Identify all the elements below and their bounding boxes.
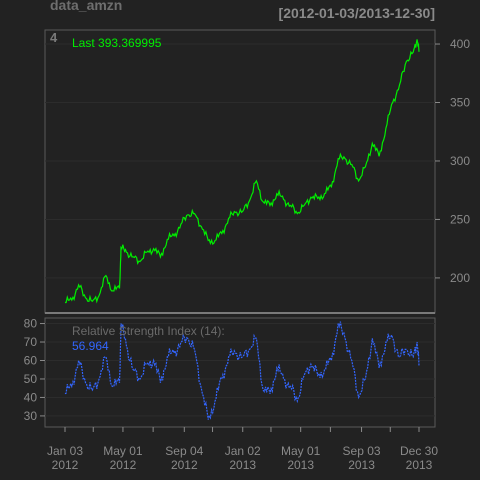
rsi-axis-tick-label: 70	[24, 335, 38, 349]
x-axis-tick-year: 2013	[287, 458, 314, 472]
x-axis-tick-label: Dec 30	[400, 444, 438, 458]
rsi-panel-border	[44, 317, 436, 428]
price-line	[65, 39, 420, 304]
x-axis-tick-year: 2012	[171, 458, 198, 472]
price-axis-tick-label: 400	[450, 37, 470, 51]
price-axis-tick-label: 200	[450, 271, 470, 285]
rsi-axis-tick-label: 30	[24, 409, 38, 423]
rsi-line	[64, 321, 420, 420]
rsi-legend-value: 56.964	[72, 339, 109, 353]
price-legend: Last 393.369995	[72, 36, 162, 50]
x-axis-tick-year: 2013	[229, 458, 256, 472]
price-axis-tick-label: 350	[450, 96, 470, 110]
x-axis-tick-year: 2012	[110, 458, 137, 472]
rsi-axis-tick-label: 60	[24, 353, 38, 367]
x-axis-tick-label: Jan 02	[225, 444, 261, 458]
rsi-legend-label: Relative Strength Index (14):	[72, 324, 225, 338]
x-axis-tick-label: May 01	[103, 444, 143, 458]
price-axis-tick-label: 300	[450, 154, 470, 168]
x-axis-tick-label: Jan 03	[47, 444, 83, 458]
x-axis-tick-label: Sep 04	[165, 444, 203, 458]
price-axis-tick-label: 250	[450, 212, 470, 226]
rsi-axis-tick-label: 40	[24, 390, 38, 404]
x-axis-tick-year: 2013	[406, 458, 433, 472]
x-axis-tick-year: 2013	[348, 458, 375, 472]
x-axis-tick-label: May 01	[281, 444, 321, 458]
rsi-axis-tick-label: 80	[24, 317, 38, 331]
chart-title-date-range: [2012-01-03/2013-12-30]	[278, 5, 435, 21]
chart-title-symbol: data_amzn	[50, 0, 123, 13]
x-axis-tick-label: Sep 03	[343, 444, 381, 458]
price-panel-border	[44, 29, 436, 314]
x-axis-tick-year: 2012	[52, 458, 79, 472]
rsi-axis-tick-label: 50	[24, 372, 38, 386]
panel-id-label: 4	[50, 30, 58, 45]
